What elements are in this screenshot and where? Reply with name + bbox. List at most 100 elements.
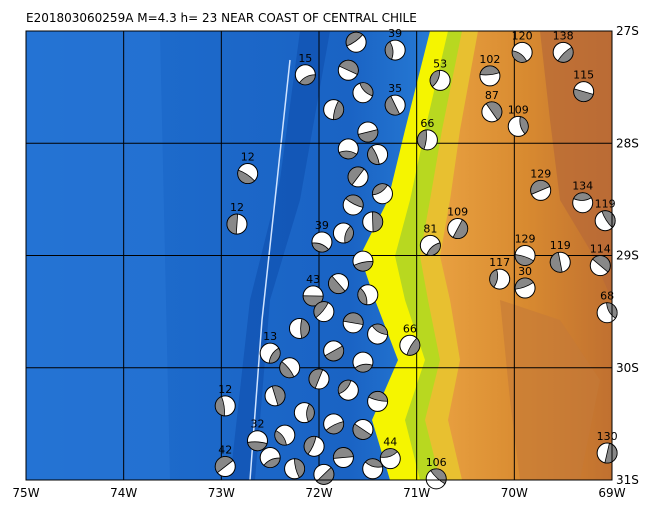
beachball-quadrant: [429, 69, 440, 88]
depth-label: 12: [230, 201, 244, 214]
beachball: [246, 430, 268, 452]
depth-label: 13: [263, 330, 277, 343]
beachball: [226, 213, 248, 235]
beachball-quadrant: [485, 101, 503, 121]
beachball: [596, 442, 618, 464]
beachball: [352, 82, 374, 104]
beachball: [342, 194, 364, 216]
beachball: [352, 418, 374, 440]
beachball-quadrant: [247, 441, 268, 452]
beachball: [352, 351, 374, 373]
beachball: [479, 65, 501, 87]
map-frame: [25, 30, 613, 481]
beachball: [399, 334, 421, 356]
beachball-quadrant: [313, 301, 329, 319]
beachball: [293, 402, 315, 424]
beachball-quadrant: [226, 213, 239, 235]
y-tick-label: 29S: [616, 249, 639, 263]
beachball: [323, 340, 345, 362]
beachball: [367, 323, 389, 345]
depth-label: 138: [553, 29, 574, 42]
beachball-quadrant: [592, 255, 611, 273]
beachball: [552, 41, 574, 63]
depth-label: 114: [590, 243, 611, 256]
beachball: [419, 234, 441, 256]
beachball: [294, 64, 316, 86]
beachball-quadrant: [308, 368, 324, 389]
x-tick-label: 73W: [208, 486, 235, 500]
beachball-quadrant: [324, 345, 345, 362]
depth-label: 119: [550, 239, 571, 252]
depth-label: 32: [250, 418, 264, 431]
beachball: [323, 413, 345, 435]
depth-label: 66: [403, 322, 417, 335]
depth-label: 39: [315, 219, 329, 232]
depth-label: 30: [518, 265, 532, 278]
x-tick-label: 71W: [403, 486, 430, 500]
beachball: [214, 395, 236, 417]
beachball-quadrant: [379, 448, 398, 458]
beachball-quadrant: [332, 100, 345, 120]
beachball: [332, 222, 354, 244]
beachball-quadrant: [359, 82, 374, 97]
beachball: [237, 163, 259, 185]
beachball: [288, 317, 310, 339]
beachball-quadrant: [514, 277, 534, 290]
beachball-quadrant: [271, 385, 286, 406]
beachball: [328, 273, 350, 295]
depth-label: 43: [306, 273, 320, 286]
beachball-quadrant: [489, 269, 499, 288]
y-tick-label: 30S: [616, 361, 639, 375]
beachball: [259, 342, 281, 364]
beachball: [311, 231, 333, 253]
beachball-quadrant: [357, 287, 368, 306]
beachball-quadrant: [214, 456, 234, 474]
beachball-quadrant: [514, 254, 535, 266]
beachball-quadrant: [338, 150, 358, 160]
beachball-quadrant: [573, 88, 594, 102]
beachball-quadrant: [549, 251, 563, 273]
depth-label: 109: [447, 206, 468, 219]
beachball: [357, 284, 379, 306]
beachball: [507, 115, 529, 137]
beachball-quadrant: [347, 166, 365, 186]
beachball-quadrant: [371, 211, 384, 233]
beachball-quadrant: [237, 169, 256, 184]
x-tick-label: 69W: [598, 486, 625, 500]
beachball: [332, 447, 354, 469]
beachball-quadrant: [357, 129, 379, 143]
beachball-quadrant: [384, 95, 401, 116]
beachball-quadrant: [342, 312, 364, 326]
beachball: [511, 41, 533, 63]
x-tick-label: 70W: [501, 486, 528, 500]
beachball: [337, 138, 359, 160]
title: E201803060259A M=4.3 h= 23 NEAR COAST OF…: [26, 11, 417, 25]
beachball-quadrant: [557, 46, 574, 63]
depth-label: 117: [489, 256, 510, 269]
beachball: [303, 435, 325, 457]
beachball: [342, 312, 364, 334]
beachball-quadrant: [214, 396, 225, 417]
beachball: [313, 463, 335, 485]
beachball-quadrant: [604, 442, 618, 464]
beachball-quadrant: [417, 129, 427, 150]
beachball-quadrant: [345, 194, 364, 208]
beachball: [589, 255, 611, 277]
beachball: [572, 192, 594, 214]
depth-label: 87: [485, 89, 499, 102]
y-tick-label: 31S: [616, 473, 639, 487]
depth-label: 106: [426, 456, 447, 469]
depth-label: 129: [530, 167, 551, 180]
beachball: [284, 458, 306, 480]
depth-label: 115: [573, 69, 594, 82]
beachball-quadrant: [368, 391, 389, 402]
beachball-quadrant: [337, 379, 352, 395]
depth-label: 130: [597, 430, 618, 443]
beachball: [514, 277, 536, 299]
beachball-quadrant: [384, 41, 394, 60]
beachball-quadrant: [300, 318, 310, 339]
beachball-quadrant: [364, 458, 383, 468]
beachball-quadrant: [573, 192, 592, 201]
depth-label: 15: [298, 52, 312, 65]
